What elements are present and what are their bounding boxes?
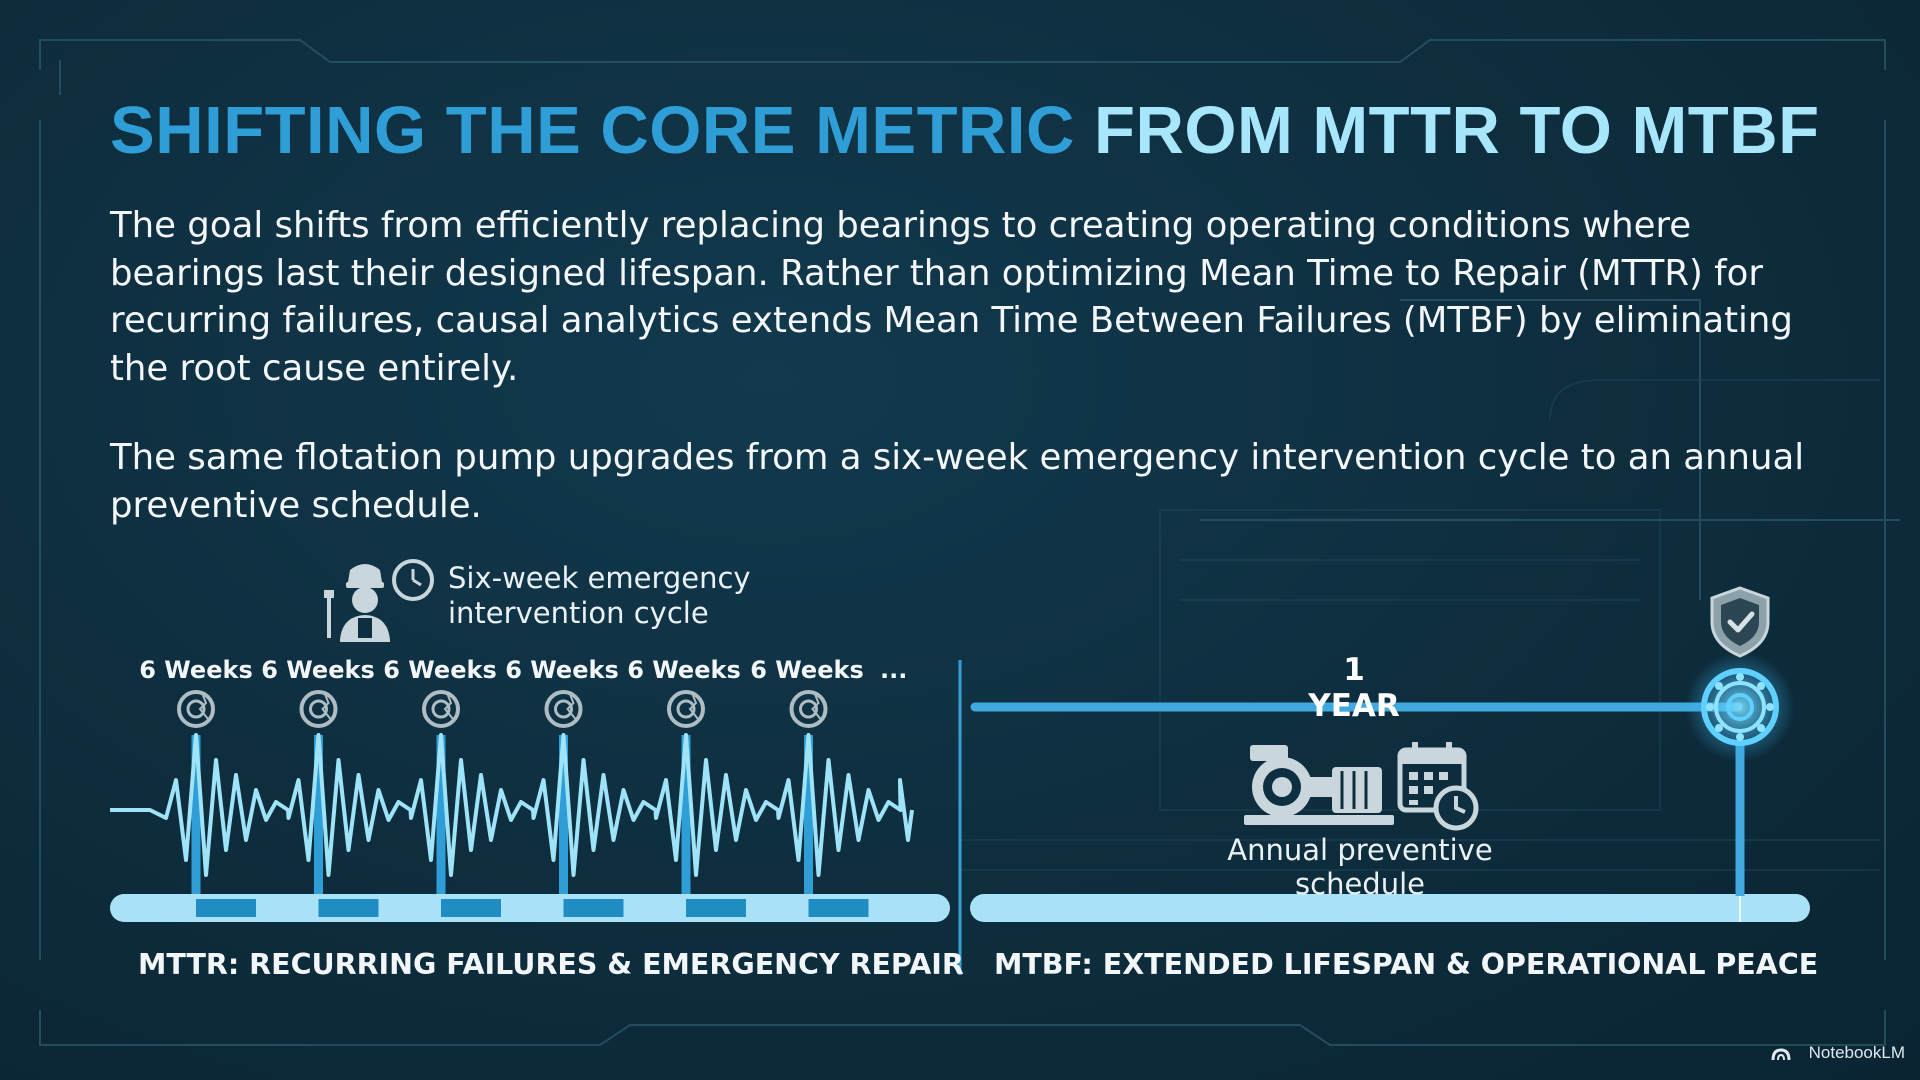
repair-segment (318, 899, 379, 917)
damaged-bearing-icon (299, 690, 338, 728)
technician-icon (324, 564, 390, 642)
interval-label: 6 Weeks (139, 656, 253, 684)
damaged-bearing-icon (422, 690, 460, 728)
interval-label: 6 Weeks (750, 656, 864, 684)
damaged-bearing-icon (177, 690, 215, 728)
clock-icon (392, 559, 434, 601)
repair-segment (686, 899, 746, 917)
damaged-bearing-icon (789, 690, 828, 728)
repair-segment (563, 899, 624, 917)
damaged-bearing-icon (667, 690, 705, 728)
repair-segment (196, 899, 256, 917)
notebooklm-logo-icon (1771, 1048, 1791, 1061)
interval-label: 6 Weeks (383, 656, 497, 684)
intro-paragraph: The goal shifts from efficiently replaci… (110, 205, 1793, 389)
pump-paragraph: The same flotation pump upgrades from a … (110, 437, 1805, 526)
title-part-2: FROM MTTR TO MTBF (1094, 93, 1820, 168)
interval-continuation: ... (880, 656, 908, 684)
pump-icon (1244, 745, 1394, 825)
repair-segment (808, 899, 869, 917)
damaged-bearing-icon (544, 690, 583, 728)
calendar-clock-icon (1397, 742, 1479, 831)
mttr-cycle-label: Six-week emergency intervention cycle (448, 561, 788, 631)
mtbf-schedule-label: Annual preventive schedule (1227, 833, 1493, 901)
page-title: SHIFTING THE CORE METRIC FROM MTTR TO MT… (110, 92, 1820, 169)
mtbf-caption: MTBF: EXTENDED LIFESPAN & OPERATIONAL PE… (994, 948, 1819, 981)
mttr-repair-segments (196, 899, 869, 917)
title-part-1: SHIFTING THE CORE METRIC (110, 93, 1075, 168)
bearing-icon (1685, 652, 1795, 762)
interval-label: 6 Weeks (627, 656, 741, 684)
shield-check-icon (1710, 586, 1770, 658)
mttr-vibration-waveform (110, 733, 914, 894)
interval-label: 6 Weeks (261, 656, 375, 684)
vibration-waveform-line (110, 733, 914, 877)
interval-label: 6 Weeks (505, 656, 619, 684)
mtbf-interval-label: 1 YEAR (1308, 652, 1400, 724)
mttr-cycle-label-line2: intervention cycle (448, 596, 709, 630)
mtbf-timeline-bar (970, 894, 1810, 922)
brand-label: NotebookLM (1808, 1043, 1905, 1062)
mttr-failure-markers (177, 690, 828, 728)
mttr-cycle-label-line1: Six-week emergency (448, 561, 751, 595)
repair-segment (441, 899, 501, 917)
mttr-caption: MTTR: RECURRING FAILURES & EMERGENCY REP… (138, 948, 964, 981)
